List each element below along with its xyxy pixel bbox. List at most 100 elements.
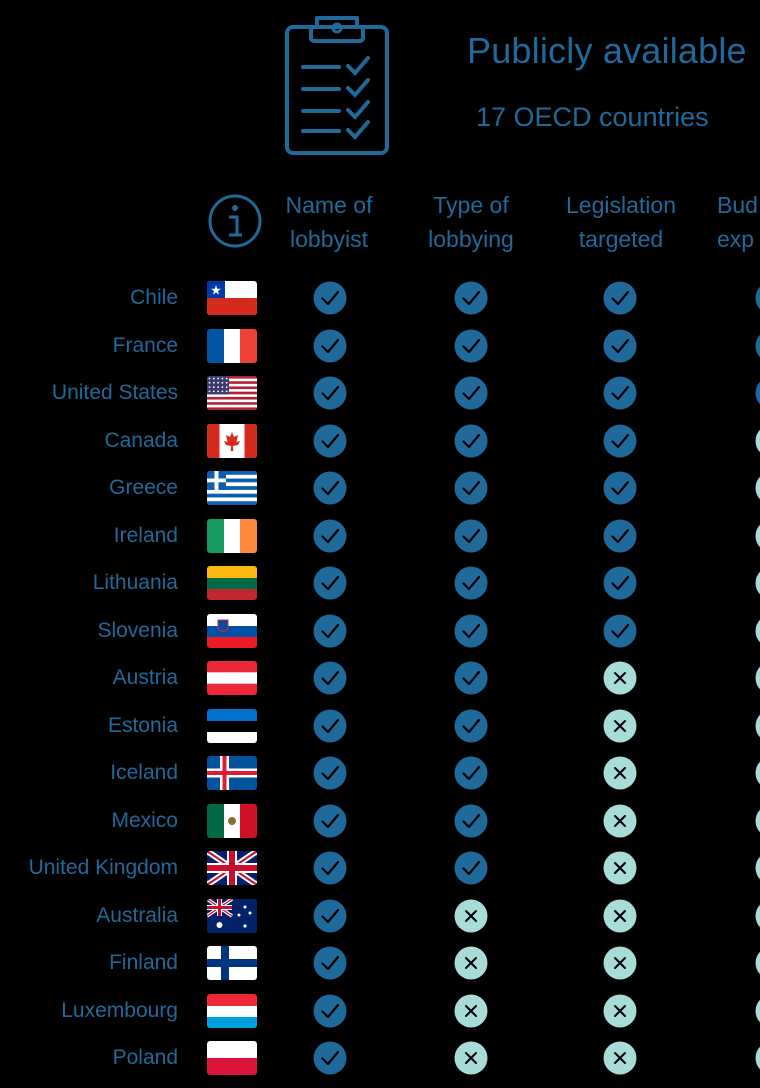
check-icon	[755, 376, 760, 410]
cross-icon	[454, 1041, 488, 1075]
cross-icon	[454, 994, 488, 1028]
check-icon	[454, 424, 488, 458]
country-name: Estonia	[107, 713, 178, 737]
cross-icon	[755, 661, 760, 695]
table-row: Greece	[0, 468, 760, 508]
flag-luxembourg-icon	[207, 993, 257, 1028]
check-icon	[313, 329, 347, 363]
check-icon	[313, 709, 347, 743]
table-row: Chile	[0, 278, 760, 318]
cross-icon	[755, 851, 760, 885]
country-name: Greece	[109, 476, 178, 499]
flag-greece-icon	[207, 471, 257, 505]
country-name: United Kingdom	[28, 856, 178, 879]
check-icon	[454, 281, 488, 315]
check-icon	[313, 471, 347, 505]
flag-iceland-icon	[207, 756, 257, 790]
check-icon	[454, 804, 488, 838]
table-row: Canada	[0, 421, 760, 461]
cross-icon	[755, 994, 760, 1028]
check-icon	[603, 329, 637, 363]
flag-france-icon	[207, 328, 257, 363]
check-icon	[313, 424, 347, 458]
flag-uk-icon	[207, 851, 257, 885]
country-name: Ireland	[113, 523, 178, 547]
country-name: Mexico	[111, 808, 178, 832]
check-icon	[313, 804, 347, 838]
check-icon	[755, 329, 760, 363]
check-icon	[313, 756, 347, 790]
column-header-name-of-lobbyist: Name of lobbyist	[285, 192, 373, 252]
flag-lithuania-icon	[207, 566, 257, 600]
flag-ireland-icon	[207, 518, 257, 553]
page-title: Publicly available	[467, 30, 747, 71]
check-icon	[313, 281, 347, 315]
clipboard-checklist-icon	[284, 14, 390, 161]
cross-icon	[755, 1041, 760, 1075]
check-icon	[603, 566, 637, 600]
check-icon	[603, 376, 637, 410]
flag-canada-icon	[207, 423, 257, 458]
cross-icon	[454, 899, 488, 933]
table-row: Finland	[0, 943, 760, 983]
flag-estonia-icon	[207, 708, 257, 743]
check-icon	[313, 946, 347, 980]
cross-icon	[755, 471, 760, 505]
table-row: Mexico	[0, 801, 760, 841]
cross-icon	[755, 566, 760, 600]
check-icon	[313, 661, 347, 695]
table-row: Poland	[0, 1038, 760, 1078]
flag-chile-icon	[207, 281, 257, 315]
country-name: Slovenia	[97, 618, 178, 642]
cross-icon	[603, 756, 637, 790]
check-icon	[454, 661, 488, 695]
info-icon	[207, 193, 263, 254]
table-row: Slovenia	[0, 611, 760, 651]
cross-icon	[603, 661, 637, 695]
cross-icon	[603, 804, 637, 838]
table-row: France	[0, 326, 760, 366]
cross-icon	[755, 756, 760, 790]
check-icon	[454, 709, 488, 743]
country-name: Luxembourg	[61, 998, 178, 1022]
country-name: Austria	[112, 666, 178, 689]
check-icon	[454, 614, 488, 648]
country-name: Poland	[112, 1046, 178, 1069]
cross-icon	[454, 946, 488, 980]
table-row: Luxembourg	[0, 991, 760, 1031]
country-name: Canada	[104, 428, 178, 452]
check-icon	[454, 851, 488, 885]
table-row: Australia	[0, 896, 760, 936]
check-icon	[313, 899, 347, 933]
check-icon	[313, 1041, 347, 1075]
country-name: Iceland	[110, 761, 178, 784]
check-icon	[454, 329, 488, 363]
country-name: Chile	[130, 286, 178, 309]
check-icon	[755, 281, 760, 315]
check-icon	[454, 566, 488, 600]
flag-austria-icon	[207, 661, 257, 695]
flag-usa-icon	[207, 376, 257, 410]
table-row: United States	[0, 373, 760, 413]
country-name: Finland	[109, 951, 178, 974]
cross-icon	[755, 899, 760, 933]
check-icon	[603, 519, 637, 553]
country-name: France	[112, 333, 178, 357]
check-icon	[603, 614, 637, 648]
check-icon	[454, 756, 488, 790]
cross-icon	[603, 899, 637, 933]
cross-icon	[755, 709, 760, 743]
check-icon	[313, 566, 347, 600]
country-name: Australia	[96, 903, 178, 927]
table-row: Lithuania	[0, 563, 760, 603]
check-icon	[603, 424, 637, 458]
check-icon	[454, 471, 488, 505]
flag-finland-icon	[207, 946, 257, 980]
cross-icon	[755, 614, 760, 648]
check-icon	[313, 994, 347, 1028]
check-icon	[313, 614, 347, 648]
cross-icon	[603, 851, 637, 885]
flag-australia-icon	[207, 898, 257, 933]
cross-icon	[603, 994, 637, 1028]
cross-icon	[603, 1041, 637, 1075]
